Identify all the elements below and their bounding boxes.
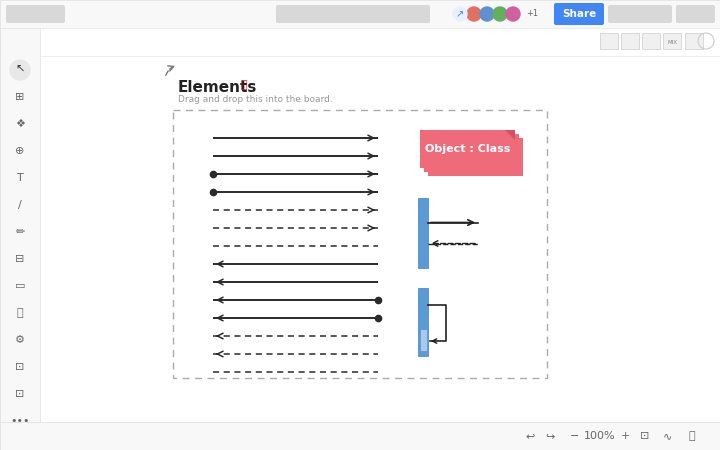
Text: ∿: ∿ xyxy=(663,431,672,441)
Circle shape xyxy=(453,7,467,21)
Text: ⊡: ⊡ xyxy=(15,389,24,399)
Text: 100%: 100% xyxy=(584,431,616,441)
Text: −: − xyxy=(570,431,580,441)
FancyBboxPatch shape xyxy=(6,5,65,23)
FancyBboxPatch shape xyxy=(424,134,519,172)
FancyBboxPatch shape xyxy=(0,28,40,422)
Text: ⊡: ⊡ xyxy=(640,431,649,441)
Text: ⊕: ⊕ xyxy=(15,146,24,156)
FancyBboxPatch shape xyxy=(600,33,618,49)
FancyBboxPatch shape xyxy=(676,5,715,23)
Text: +: + xyxy=(621,431,630,441)
FancyBboxPatch shape xyxy=(554,3,604,25)
Text: ✏: ✏ xyxy=(15,227,24,237)
Text: Drag and drop this into the board.: Drag and drop this into the board. xyxy=(178,95,333,104)
Text: ↪: ↪ xyxy=(545,431,554,441)
Text: ⊡: ⊡ xyxy=(15,362,24,372)
Circle shape xyxy=(10,60,30,80)
Circle shape xyxy=(480,7,494,21)
Circle shape xyxy=(467,7,481,21)
Text: •••: ••• xyxy=(10,416,30,426)
Text: ⊞: ⊞ xyxy=(15,92,24,102)
Circle shape xyxy=(506,7,520,21)
FancyBboxPatch shape xyxy=(420,329,427,351)
Polygon shape xyxy=(505,130,515,140)
Text: ↩: ↩ xyxy=(526,431,535,441)
FancyBboxPatch shape xyxy=(418,288,428,356)
Text: ❖: ❖ xyxy=(15,119,25,129)
FancyBboxPatch shape xyxy=(418,198,428,268)
Text: Elements: Elements xyxy=(178,80,257,94)
Text: ⊟: ⊟ xyxy=(15,254,24,264)
Text: T: T xyxy=(17,173,23,183)
Text: ↖: ↖ xyxy=(15,65,24,75)
FancyBboxPatch shape xyxy=(663,33,681,49)
Text: Object : Class: Object : Class xyxy=(425,144,510,154)
FancyBboxPatch shape xyxy=(173,110,547,378)
Text: 📈: 📈 xyxy=(17,308,23,318)
Text: MIX: MIX xyxy=(667,40,677,45)
Text: +1: +1 xyxy=(526,9,538,18)
Text: ▭: ▭ xyxy=(14,281,25,291)
FancyBboxPatch shape xyxy=(0,28,720,56)
FancyBboxPatch shape xyxy=(0,0,720,28)
FancyBboxPatch shape xyxy=(0,422,720,450)
Text: 📌: 📌 xyxy=(240,80,247,90)
Text: ⚙: ⚙ xyxy=(15,335,25,345)
FancyBboxPatch shape xyxy=(608,5,672,23)
Text: ⓪: ⓪ xyxy=(689,431,696,441)
FancyBboxPatch shape xyxy=(40,56,720,422)
FancyBboxPatch shape xyxy=(642,33,660,49)
FancyBboxPatch shape xyxy=(685,33,703,49)
FancyBboxPatch shape xyxy=(428,138,523,176)
Text: ↗: ↗ xyxy=(456,9,464,19)
Text: Share: Share xyxy=(562,9,596,19)
Text: /: / xyxy=(18,200,22,210)
FancyBboxPatch shape xyxy=(621,33,639,49)
Circle shape xyxy=(493,7,507,21)
FancyBboxPatch shape xyxy=(276,5,430,23)
FancyBboxPatch shape xyxy=(420,130,515,168)
